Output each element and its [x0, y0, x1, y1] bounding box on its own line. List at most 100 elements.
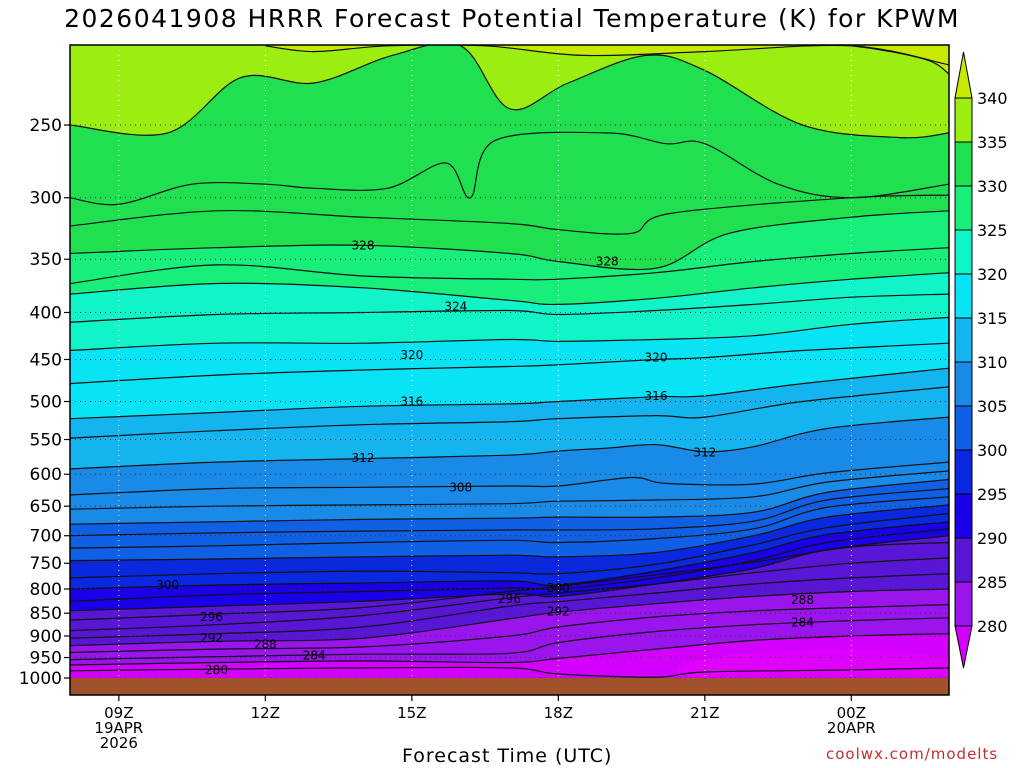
y-tick-label: 650: [30, 497, 62, 517]
colorbar: 280 285 290 295 300 305 310 315 320 325 330 335 340: [954, 51, 1008, 669]
x-tick-label: 09Z: [104, 704, 133, 722]
contour-label: 284: [791, 615, 814, 629]
contour-label: 316: [645, 389, 668, 403]
plot-frame: [69, 44, 950, 696]
y-tick-label: 450: [30, 350, 62, 370]
isentrope-line: [70, 293, 949, 323]
isentrope-line: [70, 617, 949, 661]
colorbar-top-cap: [954, 51, 973, 99]
y-tick-label: 900: [30, 627, 62, 647]
isentrope-line: [70, 194, 949, 235]
colorbar-segment: [954, 97, 973, 143]
isentrope-line: [70, 633, 949, 666]
isentrope-line: [70, 535, 949, 612]
contour-label: 284: [303, 648, 326, 662]
x-tick-label: 00Z: [837, 704, 866, 722]
x-tick-label: 15Z: [397, 704, 426, 722]
contour-label: 300: [547, 581, 570, 595]
plot-grid: [70, 45, 949, 679]
y-tick-label: 950: [30, 649, 62, 669]
isentrope-line: [70, 573, 949, 639]
colorbar-label: 300: [977, 441, 1008, 460]
y-tick-label: 400: [30, 303, 62, 323]
colorbar-label: 290: [977, 529, 1008, 548]
contour-label: 320: [400, 348, 423, 362]
colorbar-bottom-cap: [954, 625, 973, 669]
colorbar-segment: [954, 317, 973, 363]
temperature-field: [70, 45, 949, 678]
contour-label: 312: [352, 451, 375, 465]
y-tick-label: 700: [30, 527, 62, 547]
colorbar-segment: [954, 493, 973, 539]
colorbar-label: 330: [977, 177, 1008, 196]
y-tick-label: 250: [30, 116, 62, 136]
isentrope-line: [70, 488, 949, 537]
contour-label: 316: [400, 395, 423, 409]
isentrope-line: [70, 666, 949, 678]
field-band: [70, 45, 949, 138]
isentrope-line: [70, 470, 949, 510]
isentrope-line: [70, 342, 949, 385]
colorbar-label: 285: [977, 573, 1008, 592]
colorbar-label: 295: [977, 485, 1008, 504]
y-axis: 250 300 350 400 450 500 550 600 650 700 750 800 850 9…: [19, 116, 70, 689]
y-tick-label: 850: [30, 604, 62, 624]
x-tick-label: 2026: [100, 734, 138, 752]
isentrope-line: [70, 504, 949, 562]
contour-label: 292: [200, 631, 223, 645]
colorbar-segment: [954, 361, 973, 407]
isentrope-line: [70, 247, 949, 285]
isentrope-line: [70, 588, 949, 647]
y-tick-label: 800: [30, 580, 62, 600]
colorbar-segment: [954, 185, 973, 231]
y-tick-label: 300: [30, 189, 62, 209]
contour-label: 292: [547, 604, 570, 618]
isentrope-line: [70, 461, 949, 496]
contour-label: 308: [449, 480, 472, 494]
contour-label: 328: [596, 254, 619, 268]
colorbar-label: 305: [977, 397, 1008, 416]
y-tick-label: 750: [30, 554, 62, 574]
isentrope-line: [70, 367, 949, 420]
isentrope-line: [70, 45, 949, 139]
contour-label: 328: [352, 238, 375, 252]
contour-label: 324: [444, 299, 467, 313]
colorbar-segment: [954, 581, 973, 627]
y-tick-label: 600: [30, 465, 62, 485]
isentrope-line: [70, 528, 949, 602]
colorbar-label: 325: [977, 221, 1008, 240]
contour-label: 300: [156, 578, 179, 592]
colorbar-label: 335: [977, 133, 1008, 152]
ground-bar: [70, 678, 949, 695]
x-tick-label: 19APR: [94, 719, 143, 737]
isentrope-contours: [70, 45, 949, 678]
contour-label: 280: [205, 663, 228, 677]
contour-label: 320: [645, 351, 668, 365]
contour-label: 288: [254, 638, 277, 652]
colorbar-segment: [954, 273, 973, 319]
contour-labels: 328 328 324 320 320 316 316 312 312 308 300 300 296 2…: [156, 238, 814, 677]
isentrope-line: [70, 416, 949, 470]
credit-link[interactable]: coolwx.com/modelts: [826, 745, 999, 763]
isentrope-line: [70, 210, 949, 271]
field-band: [843, 45, 949, 74]
x-tick-label: 12Z: [251, 704, 280, 722]
chart-title: 2026041908 HRRR Forecast Potential Tempe…: [64, 4, 960, 33]
isentrope-line: [836, 45, 949, 75]
contour-label: 312: [693, 445, 716, 459]
isentrope-line: [70, 272, 949, 306]
y-tick-label: 550: [30, 431, 62, 451]
x-axis-label: Forecast Time (UTC): [402, 745, 613, 767]
colorbar-label: 340: [977, 89, 1008, 108]
colorbar-segment: [954, 449, 973, 495]
y-tick-label: 1000: [19, 669, 62, 689]
colorbar-label: 315: [977, 309, 1008, 328]
isentrope-line: [70, 512, 949, 579]
isentrope-line: [70, 131, 949, 206]
colorbar-segment: [954, 141, 973, 187]
colorbar-segment: [954, 229, 973, 275]
contour-label: 296: [200, 610, 223, 624]
colorbar-label: 280: [977, 617, 1008, 636]
